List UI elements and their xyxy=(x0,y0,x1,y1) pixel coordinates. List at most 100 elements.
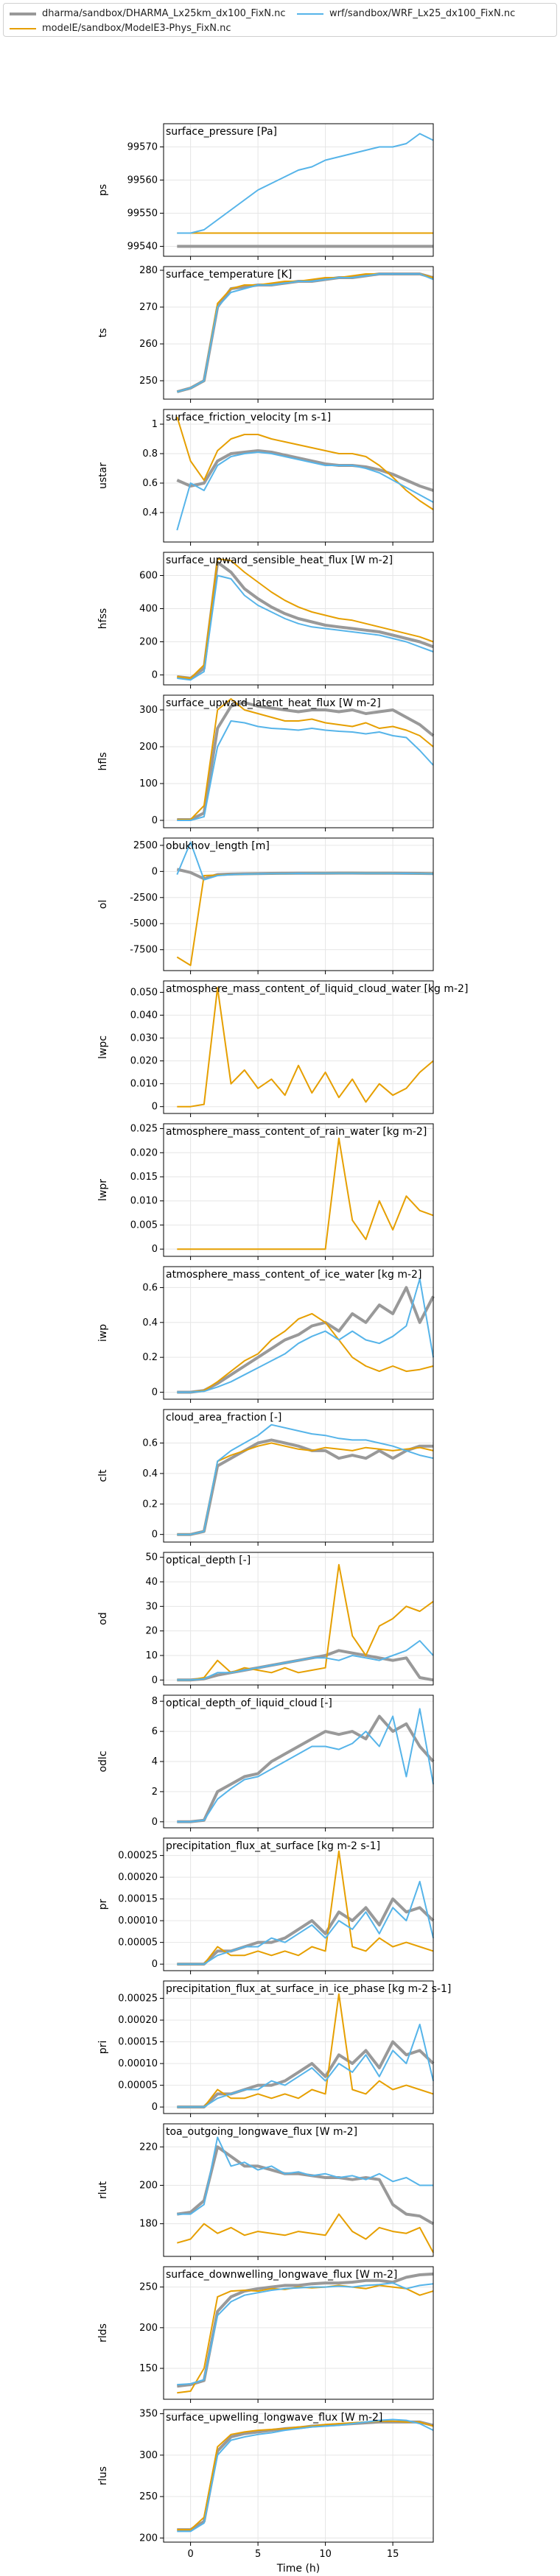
y-tick-label: 0 xyxy=(152,1817,158,1828)
series-line xyxy=(176,841,434,881)
series-line xyxy=(177,1708,434,1823)
y-tick-label: -7500 xyxy=(130,945,158,956)
subplot-title: surface_upward_latent_heat_flux [W m-2] xyxy=(166,697,381,709)
y-tick-label: 0.2 xyxy=(142,1352,158,1363)
series-line xyxy=(177,1286,435,1394)
subplot-ustar: 0.4 0.6 0.8 1 surface_friction_velocity [m s… xyxy=(97,409,434,546)
subplot-title: precipitation_flux_at_surface_in_ice_pha… xyxy=(166,1983,451,1995)
series-line xyxy=(177,133,434,234)
y-tick-label: -5000 xyxy=(130,918,158,929)
series-line xyxy=(177,701,435,821)
y-tick-label: 0.030 xyxy=(130,1033,158,1044)
series-line xyxy=(177,2136,433,2215)
series-line xyxy=(177,2040,435,2109)
y-tick-label: 600 xyxy=(139,571,158,582)
y-tick-label: 99550 xyxy=(127,208,158,219)
y-axis-label: iwp xyxy=(97,1324,109,1342)
y-axis-label: rlut xyxy=(97,2181,109,2199)
plot-frame xyxy=(163,409,434,543)
y-tick-label: 0.6 xyxy=(142,1282,158,1293)
y-axis-label: pri xyxy=(97,2041,109,2055)
y-tick-label: 99570 xyxy=(127,142,158,153)
y-tick-label: 0.00025 xyxy=(118,1993,158,2005)
series-line xyxy=(177,1714,435,1823)
legend-swatch xyxy=(10,27,36,29)
subplot-title: atmosphere_mass_content_of_rain_water [k… xyxy=(166,1126,427,1138)
x-tick-label: 0 xyxy=(187,2549,193,2560)
subplot-title: surface_temperature [K] xyxy=(166,269,292,281)
subplot-hfss: 0 200 400 600 surface_upward_sensible_heat_f… xyxy=(97,552,434,689)
series-line xyxy=(177,698,434,820)
series-line xyxy=(177,2418,434,2533)
y-tick-label: 0 xyxy=(152,670,158,681)
x-tick-label: 5 xyxy=(255,2549,261,2560)
series-line xyxy=(177,720,434,821)
y-tick-label: 300 xyxy=(139,705,158,716)
subplot-title: atmosphere_mass_content_of_ice_water [kg… xyxy=(166,1269,421,1281)
subplot-title: optical_depth_of_liquid_cloud [-] xyxy=(166,1697,332,1709)
y-tick-label: 100 xyxy=(139,778,158,789)
y-tick-label: 40 xyxy=(145,1577,158,1588)
y-axis-label: clt xyxy=(97,1469,109,1482)
series-line xyxy=(177,2024,434,2108)
subplot-title: obukhov_length [m] xyxy=(166,840,270,852)
legend-item-dharma: dharma/sandbox/DHARMA_Lx25km_dx100_FixN.… xyxy=(10,8,286,19)
series-line xyxy=(176,272,434,393)
plot-frame xyxy=(163,980,434,1114)
subplot-rlds: 150 200 250 surface_downwelling_longwave_fl… xyxy=(97,2266,434,2403)
subplot-clt: 0 0.2 0.4 0.6 cloud_area_fraction [-] clt xyxy=(97,1409,434,1546)
legend-swatch xyxy=(297,13,323,15)
y-tick-label: 0.4 xyxy=(142,1468,158,1479)
plot-frame xyxy=(163,694,434,828)
y-tick-label: 350 xyxy=(139,2409,158,2420)
legend-label: modelE/sandbox/ModelE3-Phys_FixN.nc xyxy=(42,23,231,34)
y-tick-label: 30 xyxy=(145,1601,158,1612)
plot-frame xyxy=(163,552,434,686)
y-axis-label: rlus xyxy=(97,2466,109,2485)
subplot-title: surface_downwelling_longwave_flux [W m-2… xyxy=(166,2269,397,2281)
subplot-iwp: 0 0.2 0.4 0.6 atmosphere_mass_content_of_ice… xyxy=(97,1266,435,1403)
y-tick-label: 0.010 xyxy=(130,1196,158,1207)
legend-label: dharma/sandbox/DHARMA_Lx25km_dx100_FixN.… xyxy=(42,8,286,19)
series-line xyxy=(177,1640,434,1681)
y-tick-label: 0.00015 xyxy=(118,1894,158,1905)
subplot-ps: 99540 99550 99560 99570 surface_pressure [Pa… xyxy=(97,123,434,260)
y-tick-label: 200 xyxy=(139,742,158,753)
y-tick-label: 0.8 xyxy=(142,448,158,460)
y-tick-label: 0.00005 xyxy=(118,2080,158,2091)
subplot-title: optical_depth [-] xyxy=(166,1555,251,1566)
y-tick-label: 0.020 xyxy=(130,1056,158,1067)
y-tick-label: 250 xyxy=(139,376,158,387)
y-tick-label: 280 xyxy=(139,265,158,276)
y-axis-label: rlds xyxy=(97,2323,109,2343)
plot-frame xyxy=(163,1837,434,1971)
subplot-od: 0 10 20 30 40 50 optical_depth [-] od xyxy=(97,1552,434,1689)
y-tick-label: 50 xyxy=(145,1552,158,1563)
series-line xyxy=(177,1881,434,1966)
series-line xyxy=(177,2272,434,2388)
series-line xyxy=(177,1278,434,1393)
y-tick-label: 200 xyxy=(139,637,158,648)
subplot-title: surface_pressure [Pa] xyxy=(166,126,277,138)
y-axis-label: lwpr xyxy=(97,1179,109,1201)
x-axis-label: Time (h) xyxy=(276,2563,321,2575)
legend-label: wrf/sandbox/WRF_Lx25_dx100_FixN.nc xyxy=(329,8,516,19)
series-line xyxy=(177,558,434,679)
y-tick-label: 0.4 xyxy=(142,1317,158,1329)
y-tick-label: 200 xyxy=(139,2323,158,2334)
series-line xyxy=(176,449,434,492)
y-axis-label: ps xyxy=(97,184,109,196)
legend: dharma/sandbox/DHARMA_Lx25km_dx100_FixN.… xyxy=(3,3,557,37)
plot-frame xyxy=(163,1552,434,1686)
y-tick-label: 0.00015 xyxy=(118,2037,158,2048)
y-tick-label: 0.00020 xyxy=(118,1872,158,1883)
y-tick-label: 1 xyxy=(152,419,158,430)
y-tick-label: 300 xyxy=(139,2450,158,2461)
y-tick-label: 0.050 xyxy=(130,988,158,999)
y-axis-label: ol xyxy=(97,900,109,909)
y-tick-label: 0 xyxy=(152,2102,158,2113)
y-tick-label: -2500 xyxy=(130,893,158,904)
subplot-hfls: 0 100 200 300 surface_upward_latent_heat_flu… xyxy=(97,694,435,831)
subplot-lwpr: 0 0.005 0.010 0.015 0.020 0.025 atmosphere_mas… xyxy=(97,1123,434,1260)
